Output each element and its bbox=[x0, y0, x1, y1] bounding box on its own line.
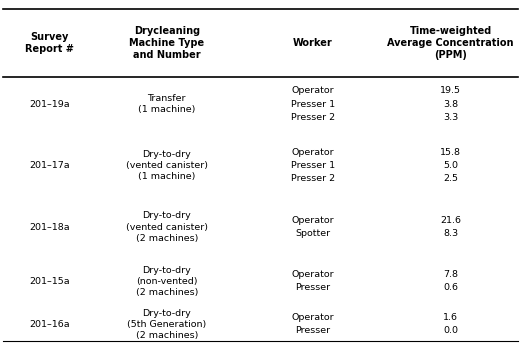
Text: 8.3: 8.3 bbox=[443, 229, 458, 238]
Text: Dry-to-dry
(vented canister)
(1 machine): Dry-to-dry (vented canister) (1 machine) bbox=[126, 150, 208, 181]
Text: Worker: Worker bbox=[293, 38, 332, 48]
Text: Dry-to-dry
(non-vented)
(2 machines): Dry-to-dry (non-vented) (2 machines) bbox=[135, 266, 198, 297]
Text: 21.6: 21.6 bbox=[440, 216, 461, 225]
Text: Dry-to-dry
(5th Generation)
(2 machines): Dry-to-dry (5th Generation) (2 machines) bbox=[127, 309, 206, 340]
Text: Operator: Operator bbox=[291, 86, 334, 96]
Text: 19.5: 19.5 bbox=[440, 86, 461, 96]
Text: Presser 2: Presser 2 bbox=[291, 174, 334, 183]
Text: 0.6: 0.6 bbox=[443, 283, 458, 292]
Text: Operator: Operator bbox=[291, 313, 334, 322]
Text: Time-weighted
Average Concentration
(PPM): Time-weighted Average Concentration (PPM… bbox=[388, 26, 514, 60]
Text: 201–15a: 201–15a bbox=[29, 277, 70, 286]
Text: Operator: Operator bbox=[291, 216, 334, 225]
Text: 201–19a: 201–19a bbox=[29, 99, 70, 109]
Text: Transfer
(1 machine): Transfer (1 machine) bbox=[138, 94, 195, 114]
Text: 0.0: 0.0 bbox=[443, 326, 458, 335]
Text: 201–16a: 201–16a bbox=[29, 320, 70, 329]
Text: 2.5: 2.5 bbox=[443, 174, 458, 183]
Text: 7.8: 7.8 bbox=[443, 270, 458, 279]
Text: Survey
Report #: Survey Report # bbox=[25, 32, 74, 54]
Text: Presser: Presser bbox=[295, 326, 330, 335]
Text: Drycleaning
Machine Type
and Number: Drycleaning Machine Type and Number bbox=[129, 26, 204, 60]
Text: Spotter: Spotter bbox=[295, 229, 330, 238]
Text: Operator: Operator bbox=[291, 270, 334, 279]
Text: Presser 1: Presser 1 bbox=[291, 161, 334, 170]
Text: Operator: Operator bbox=[291, 148, 334, 157]
Text: 201–18a: 201–18a bbox=[29, 223, 70, 232]
Text: Presser 1: Presser 1 bbox=[291, 99, 334, 109]
Text: 15.8: 15.8 bbox=[440, 148, 461, 157]
Text: 5.0: 5.0 bbox=[443, 161, 458, 170]
Text: Presser: Presser bbox=[295, 283, 330, 292]
Text: 3.3: 3.3 bbox=[443, 112, 458, 122]
Text: 1.6: 1.6 bbox=[443, 313, 458, 322]
Text: 3.8: 3.8 bbox=[443, 99, 458, 109]
Text: Presser 2: Presser 2 bbox=[291, 112, 334, 122]
Text: Dry-to-dry
(vented canister)
(2 machines): Dry-to-dry (vented canister) (2 machines… bbox=[126, 212, 208, 243]
Text: 201–17a: 201–17a bbox=[29, 161, 70, 170]
